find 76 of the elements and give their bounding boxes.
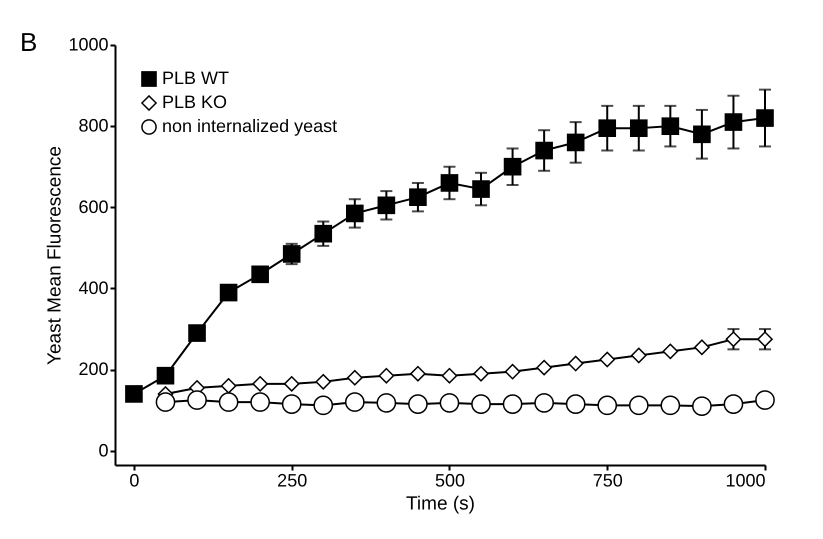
point xyxy=(442,368,458,384)
point xyxy=(346,370,363,386)
point xyxy=(314,224,332,243)
point xyxy=(756,109,774,127)
point xyxy=(473,366,489,382)
legend-label: PLB WT xyxy=(162,68,230,88)
point xyxy=(535,142,553,160)
point xyxy=(409,188,427,206)
point xyxy=(662,344,678,360)
point xyxy=(220,284,238,302)
point xyxy=(220,378,236,394)
text: B xyxy=(20,27,38,57)
point xyxy=(757,331,773,348)
y-axis-title: Yeast Mean Fluorescence xyxy=(44,146,66,365)
point xyxy=(156,392,176,412)
point xyxy=(344,392,365,412)
y-tick-label: 200 xyxy=(78,359,108,380)
point xyxy=(724,394,744,414)
point xyxy=(282,245,301,263)
point xyxy=(218,392,238,412)
x-tick-label: 250 xyxy=(277,470,308,490)
legend-label: non internalized yeast xyxy=(162,116,338,136)
x-tick-label: 500 xyxy=(434,470,465,490)
point xyxy=(471,394,491,414)
point xyxy=(440,393,460,413)
point xyxy=(410,366,426,382)
point xyxy=(252,376,268,392)
point xyxy=(378,368,394,384)
point xyxy=(660,396,680,416)
point xyxy=(188,324,206,342)
point xyxy=(376,393,396,413)
point xyxy=(726,331,742,348)
point xyxy=(630,348,647,364)
x-tick-label: 1000 xyxy=(725,470,766,490)
point xyxy=(566,134,584,152)
point xyxy=(536,360,552,376)
x-tick-label: 0 xyxy=(129,470,140,490)
point xyxy=(156,366,174,385)
point xyxy=(597,396,618,416)
y-tick-label: 0 xyxy=(98,440,108,460)
point xyxy=(630,119,648,137)
point xyxy=(755,390,775,410)
point xyxy=(628,396,649,416)
point xyxy=(282,394,302,414)
y-tick-label: 1000 xyxy=(68,34,108,54)
point xyxy=(315,374,332,390)
point xyxy=(378,196,396,214)
point xyxy=(346,204,364,222)
point xyxy=(534,393,554,413)
point xyxy=(568,356,584,372)
point xyxy=(251,265,269,284)
point xyxy=(598,119,616,137)
point xyxy=(566,394,586,414)
y-tick-label: 400 xyxy=(78,278,108,298)
point xyxy=(504,364,520,380)
point xyxy=(125,385,143,403)
legend-label: PLB KO xyxy=(162,92,228,112)
point xyxy=(694,340,710,356)
point xyxy=(250,392,270,412)
y-tick-label: 600 xyxy=(78,196,108,217)
x-axis-title: Time (s) xyxy=(406,494,475,514)
x-tick-label: 750 xyxy=(592,470,623,490)
point xyxy=(284,376,300,392)
point xyxy=(662,117,680,135)
point xyxy=(187,390,207,410)
y-tick-label: 800 xyxy=(78,116,108,136)
point xyxy=(724,113,742,131)
point xyxy=(440,174,458,192)
point xyxy=(693,125,711,144)
point xyxy=(313,396,334,416)
point xyxy=(502,394,522,414)
point xyxy=(692,396,712,416)
point xyxy=(504,158,522,176)
point xyxy=(599,352,616,368)
point xyxy=(408,394,428,414)
point xyxy=(472,180,490,198)
